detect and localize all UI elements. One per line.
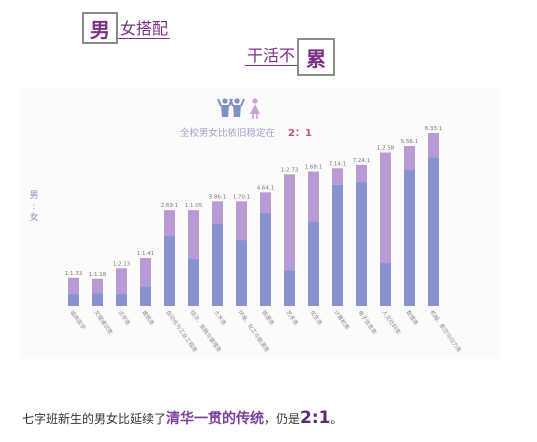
bar-ratio-label: 1:1.18 [89, 272, 107, 278]
bar-ratio-label: 1.68:1 [305, 165, 323, 171]
bar-female [92, 278, 103, 294]
header-box-tired: 累 [297, 38, 336, 76]
bar-male [236, 240, 247, 306]
bar-female [188, 210, 199, 260]
bar-male [428, 157, 439, 306]
bar-ratio-label: 1:1.41 [137, 251, 155, 257]
bar-female [308, 171, 319, 222]
bar-ratio-label: 1.70:1 [233, 194, 251, 200]
bar-male [284, 270, 295, 306]
y-axis-label: 女 [29, 211, 38, 223]
bar-male [260, 212, 271, 306]
x-tick-label: 建筑类 [140, 309, 156, 328]
caption-highlight: 清华一贯的传统 [166, 411, 265, 427]
male-person-icon [233, 105, 241, 117]
header-box-male: 男 [82, 12, 118, 44]
caption: 七字班新生的男女比延续了清华一贯的传统，仍是2:1。 [22, 408, 343, 428]
bar-ratio-label: 1:1.05 [185, 203, 203, 209]
female-person-icon [252, 98, 258, 104]
bar-male [164, 236, 175, 306]
y-axis-label: : [32, 202, 35, 212]
header-text-work: 干活不 [245, 46, 298, 66]
x-tick-label: 数理类 [404, 309, 420, 328]
x-tick-label: 电子信息类 [356, 309, 379, 337]
bar-female [260, 192, 271, 213]
x-tick-label: 能源类 [260, 309, 276, 328]
bar-ratio-label: 2.69:1 [161, 203, 179, 209]
bar-female [284, 174, 295, 271]
bar-ratio-label: 1:1.33 [65, 271, 83, 277]
male-person-icon [234, 98, 240, 104]
bar-male [212, 223, 223, 306]
x-tick-label: 文理通识类 [92, 309, 115, 337]
caption-middle: ，仍是 [264, 412, 301, 426]
bar-ratio-label: 7.24:1 [353, 158, 371, 164]
female-leg-icon [252, 114, 258, 119]
bar-ratio-label: 5.56:1 [401, 139, 419, 145]
chart-title: 全校男女比依旧稳定在 [180, 127, 275, 139]
bar-female [116, 268, 127, 294]
bar-ratio-label: 7.14:1 [329, 161, 347, 167]
bar-ratio-label: 4.64:1 [257, 185, 275, 191]
x-tick-label: 临床医学 [68, 309, 87, 332]
bar-female [212, 201, 223, 224]
bar-ratio-label: 1:2.13 [113, 261, 131, 267]
header-line2: 干活不 累 [245, 36, 336, 76]
bar-female [428, 133, 439, 158]
x-tick-label: 化生类 [308, 309, 324, 328]
y-axis-label: 男 [29, 190, 38, 201]
bar-female [140, 258, 151, 287]
bar-female [236, 201, 247, 241]
bar-male [68, 293, 79, 306]
header-text-pairing: 女搭配 [118, 19, 171, 39]
bar-male [380, 263, 391, 306]
chart-title-ratio: 2：1 [288, 128, 312, 139]
bar-ratio-label: 6.33:1 [425, 126, 443, 132]
bar-male [140, 286, 151, 306]
male-person-icon [221, 105, 229, 117]
bar-male [332, 184, 343, 306]
x-tick-label: 法学类 [116, 309, 132, 328]
bar-male [404, 169, 415, 306]
bar-male [308, 221, 319, 306]
male-person-icon [222, 98, 228, 104]
caption-ratio: 2:1 [300, 408, 331, 428]
x-tick-label: 人文社科类 [380, 309, 403, 337]
bar-female [356, 164, 367, 182]
bar-ratio-label: 3.86:1 [209, 194, 227, 200]
bar-male [356, 181, 367, 306]
female-person-icon [250, 104, 260, 114]
x-tick-label: 计算机类 [332, 309, 351, 332]
bar-female [68, 277, 79, 294]
x-tick-label: 土木类 [212, 309, 228, 328]
bar-female [332, 168, 343, 185]
caption-prefix: 七字班新生的男女比延续了 [22, 412, 167, 426]
ratio-bar-chart: 全校男女比依旧稳定在 2：1 男:女 1:1.33 临床医学 1:1.18 文理通识类 1:2… [29, 98, 464, 355]
caption-suffix: 。 [330, 412, 343, 426]
bar-female [164, 210, 175, 237]
bar-male [188, 259, 199, 306]
bar-male [116, 293, 127, 306]
header-line1: 男 女搭配 [82, 10, 171, 44]
bar-female [404, 145, 415, 170]
x-tick-label: 机械、航空与动力类 [428, 309, 463, 355]
bar-male [92, 293, 103, 306]
chart-area: 全校男女比依旧稳定在 2：1 男: 女 1:1.33 临床医学 1:1.18 文理通识类 1:2… [20, 88, 500, 358]
male-arm-icon [229, 98, 245, 107]
bar-ratio-label: 1:2.73 [281, 167, 299, 173]
x-tick-label: 艺术类 [284, 309, 300, 328]
bar-female [380, 152, 391, 264]
bar-ratio-label: 1:2.58 [377, 146, 395, 152]
